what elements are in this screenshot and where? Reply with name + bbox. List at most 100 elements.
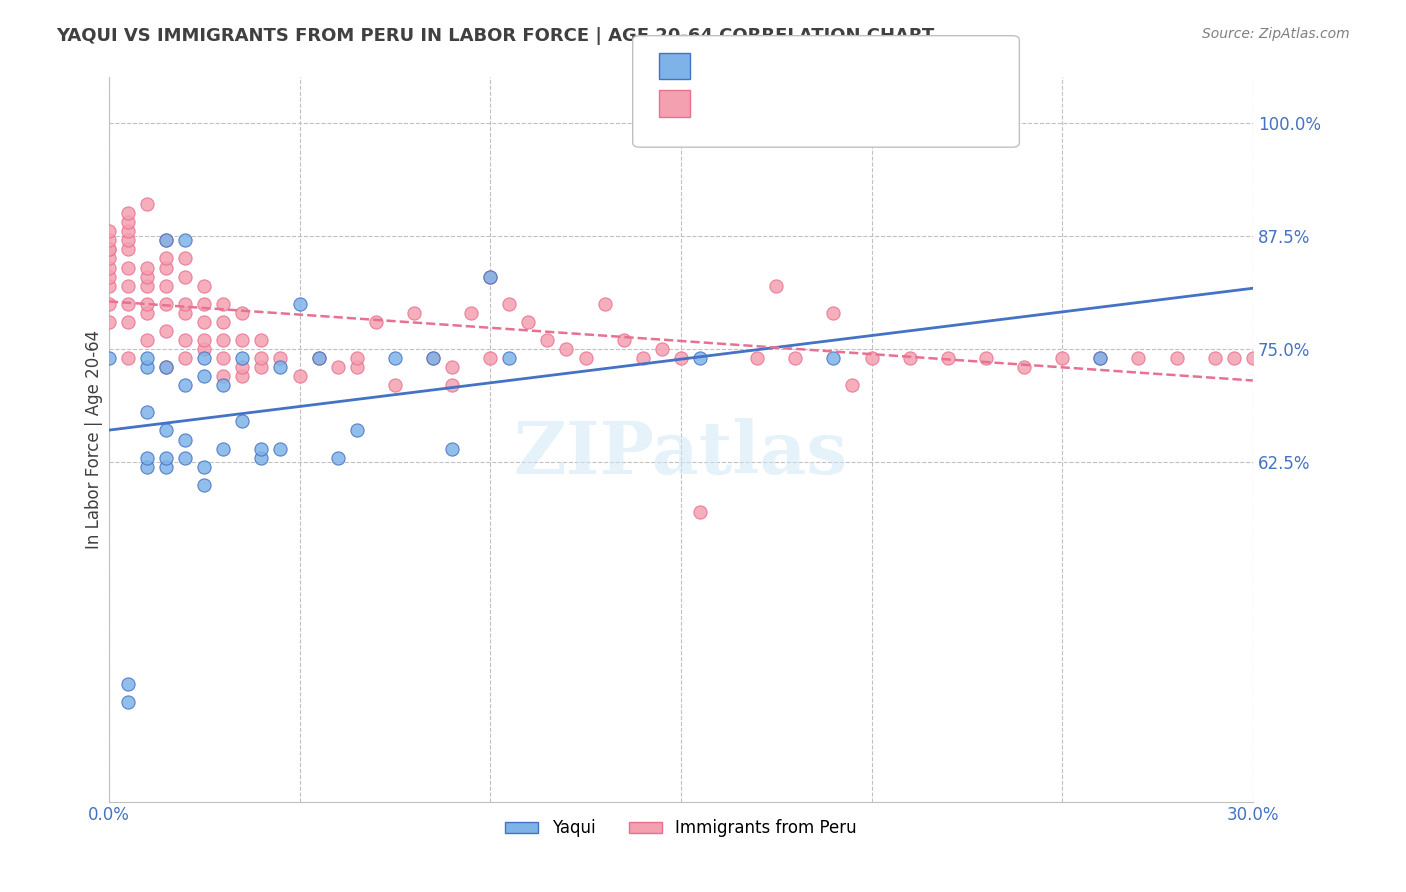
Point xyxy=(441,442,464,456)
Point xyxy=(823,351,845,365)
Point xyxy=(212,315,235,329)
Point xyxy=(97,260,120,275)
Point xyxy=(155,252,177,266)
Point xyxy=(117,260,139,275)
Point xyxy=(745,351,768,365)
Point xyxy=(936,351,959,365)
Point xyxy=(326,450,349,465)
Point xyxy=(231,414,253,428)
Point xyxy=(117,297,139,311)
Point xyxy=(193,369,215,384)
Point xyxy=(193,278,215,293)
Point xyxy=(269,442,291,456)
Point xyxy=(136,405,159,419)
Point xyxy=(155,233,177,247)
Point xyxy=(288,369,311,384)
Point xyxy=(155,450,177,465)
Point xyxy=(441,378,464,392)
Point xyxy=(250,360,273,375)
Point xyxy=(250,450,273,465)
Point xyxy=(479,269,502,284)
Point xyxy=(212,297,235,311)
Point xyxy=(136,278,159,293)
Point xyxy=(97,297,120,311)
Point xyxy=(117,351,139,365)
Point xyxy=(1317,351,1340,365)
Point xyxy=(823,306,845,320)
Point xyxy=(441,360,464,375)
Text: ZIPatlas: ZIPatlas xyxy=(513,418,848,490)
Point xyxy=(231,351,253,365)
Point xyxy=(384,378,406,392)
Point xyxy=(517,315,540,329)
Point xyxy=(479,351,502,365)
Point xyxy=(1204,351,1226,365)
Point xyxy=(212,442,235,456)
Point xyxy=(212,378,235,392)
Point xyxy=(841,378,863,392)
Point xyxy=(136,197,159,211)
Text: R = -0.180   N = 104: R = -0.180 N = 104 xyxy=(699,92,887,110)
Point xyxy=(308,351,330,365)
Point xyxy=(174,450,197,465)
Point xyxy=(174,269,197,284)
Point xyxy=(117,224,139,238)
Point xyxy=(498,351,520,365)
Point xyxy=(97,278,120,293)
Point xyxy=(174,333,197,347)
Text: R = -0.013   N =  41: R = -0.013 N = 41 xyxy=(699,56,882,74)
Point xyxy=(136,306,159,320)
Point xyxy=(97,351,120,365)
Point xyxy=(212,333,235,347)
Point xyxy=(785,351,807,365)
Point xyxy=(136,351,159,365)
Point xyxy=(364,315,387,329)
Point xyxy=(1012,360,1035,375)
Point xyxy=(174,306,197,320)
Point xyxy=(1223,351,1246,365)
Point xyxy=(155,260,177,275)
Point xyxy=(97,315,120,329)
Point xyxy=(136,450,159,465)
Point xyxy=(231,306,253,320)
Point xyxy=(117,278,139,293)
Point xyxy=(136,260,159,275)
Point xyxy=(136,360,159,375)
Point xyxy=(460,306,482,320)
Point xyxy=(97,252,120,266)
Point xyxy=(174,378,197,392)
Point xyxy=(974,351,997,365)
Point xyxy=(536,333,558,347)
Point xyxy=(155,360,177,375)
Point xyxy=(231,369,253,384)
Point xyxy=(860,351,883,365)
Point xyxy=(155,297,177,311)
Point xyxy=(193,333,215,347)
Point xyxy=(669,351,692,365)
Point xyxy=(651,342,673,356)
Point xyxy=(117,315,139,329)
Point xyxy=(1128,351,1150,365)
Point xyxy=(155,459,177,474)
Point xyxy=(155,424,177,438)
Point xyxy=(174,233,197,247)
Legend: Yaqui, Immigrants from Peru: Yaqui, Immigrants from Peru xyxy=(498,813,863,844)
Point xyxy=(308,351,330,365)
Point xyxy=(1279,351,1302,365)
Point xyxy=(155,233,177,247)
Y-axis label: In Labor Force | Age 20-64: In Labor Force | Age 20-64 xyxy=(86,330,103,549)
Point xyxy=(422,351,444,365)
Point xyxy=(174,351,197,365)
Point xyxy=(174,252,197,266)
Point xyxy=(136,459,159,474)
Point xyxy=(346,351,368,365)
Point xyxy=(97,269,120,284)
Point xyxy=(1166,351,1188,365)
Text: Source: ZipAtlas.com: Source: ZipAtlas.com xyxy=(1202,27,1350,41)
Point xyxy=(1299,351,1322,365)
Point xyxy=(117,215,139,229)
Point xyxy=(631,351,654,365)
Point xyxy=(269,360,291,375)
Point xyxy=(250,351,273,365)
Point xyxy=(1261,351,1284,365)
